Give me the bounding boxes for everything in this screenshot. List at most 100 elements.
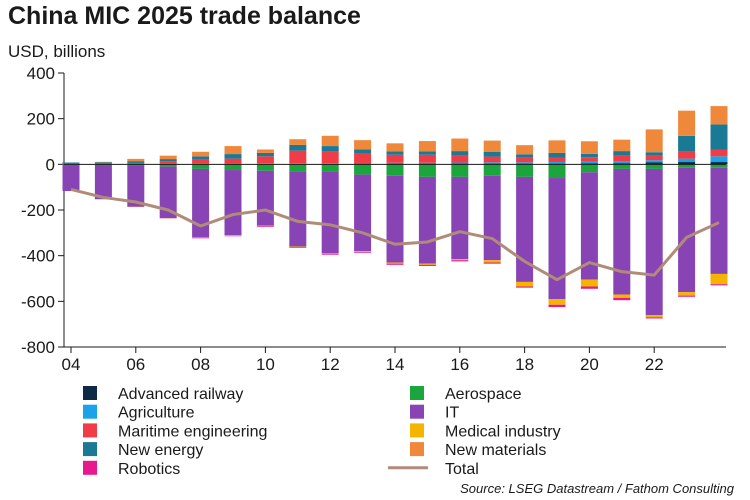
- bar-segment: [580, 161, 598, 164]
- bar-segment: [321, 164, 339, 172]
- legend-swatch: [83, 423, 97, 438]
- bar-segment: [710, 162, 728, 165]
- bar-segment: [354, 140, 372, 150]
- bar-segment: [224, 235, 242, 236]
- bar-segment: [516, 286, 534, 288]
- legend-swatch: [83, 442, 97, 457]
- bar-segment: [483, 156, 501, 163]
- bar-segment: [710, 167, 728, 274]
- bar-segment: [159, 164, 177, 167]
- bar-segment: [256, 170, 274, 226]
- bar-segment: [645, 152, 663, 156]
- bar-segment: [516, 176, 534, 282]
- bar-segment: [192, 168, 210, 238]
- bar-segment: [548, 304, 566, 308]
- bar-segment: [418, 162, 436, 164]
- bar-segment: [710, 124, 728, 150]
- y-tick-label: 0: [46, 155, 55, 174]
- bar-segment: [62, 162, 80, 164]
- legend-label: Advanced railway: [118, 386, 243, 403]
- bar-segment: [483, 175, 501, 261]
- legend-label: New energy: [118, 442, 203, 459]
- bar-segment: [386, 154, 404, 163]
- legend-swatch: [410, 386, 424, 400]
- bar-segment: [483, 262, 501, 264]
- legend-swatch: [83, 404, 97, 419]
- bar-segment: [94, 165, 112, 200]
- bar-segment: [256, 164, 274, 171]
- bar-segment: [159, 159, 177, 162]
- bar-segment: [451, 260, 469, 262]
- bar-segment: [386, 164, 404, 176]
- bar-segment: [516, 145, 534, 155]
- bar-segment: [127, 164, 145, 166]
- bar-segment: [321, 163, 339, 164]
- bar-segment: [224, 170, 242, 236]
- bar-segment: [613, 297, 631, 301]
- bar-segment: [678, 164, 696, 168]
- x-tick-label: 06: [126, 355, 145, 374]
- bar-segment: [451, 138, 469, 152]
- bar-segment: [451, 164, 469, 177]
- bar-segment: [678, 110, 696, 136]
- bar-segment: [613, 294, 631, 298]
- bar-segment: [516, 164, 534, 177]
- bar-segment: [710, 273, 728, 285]
- bar-segment: [645, 162, 663, 165]
- bar-segment: [710, 156, 728, 163]
- bar-segment: [321, 253, 339, 255]
- bar-segment: [418, 263, 436, 265]
- bar-segment: [548, 164, 566, 179]
- bar-segment: [159, 155, 177, 160]
- bar-segment: [613, 155, 631, 162]
- x-tick-label: 14: [386, 355, 405, 374]
- chart-title: China MIC 2025 trade balance: [8, 2, 361, 30]
- bar-segment: [483, 140, 501, 153]
- bar-segment: [613, 139, 631, 152]
- x-tick-label: 20: [580, 355, 599, 374]
- legend-swatch: [83, 386, 97, 400]
- bar-segment: [224, 146, 242, 155]
- bar-segment: [678, 158, 696, 163]
- bar-segment: [354, 153, 372, 163]
- bar-segment: [256, 149, 274, 153]
- bar-segment: [321, 135, 339, 147]
- bar-segment: [289, 246, 307, 248]
- x-tick-label: 12: [321, 355, 340, 374]
- bar-segment: [386, 262, 404, 264]
- bar-segment: [321, 146, 339, 152]
- bar-segment: [580, 153, 598, 158]
- bar-segment: [645, 168, 663, 316]
- bar-segment: [224, 158, 242, 164]
- legend-swatch: [83, 460, 97, 475]
- bar-segment: [613, 161, 631, 164]
- bar-segment: [386, 143, 404, 152]
- legend-label: Total: [445, 461, 479, 478]
- bar-segment: [127, 161, 145, 163]
- bar-segment: [256, 225, 274, 227]
- bar-segment: [354, 174, 372, 252]
- bar-segment: [710, 149, 728, 157]
- bar-segment: [289, 144, 307, 151]
- bar-segment: [645, 129, 663, 153]
- bar-segment: [418, 141, 436, 152]
- bar-segment: [418, 154, 436, 163]
- y-tick-label: 200: [27, 110, 55, 129]
- bar-segment: [678, 292, 696, 296]
- x-tick-label: 16: [450, 355, 469, 374]
- bar-segment: [354, 162, 372, 164]
- bar-segment: [613, 151, 631, 156]
- bar-segment: [321, 151, 339, 164]
- bar-segment: [224, 164, 242, 171]
- bar-segment: [256, 156, 274, 164]
- legend-swatch: [410, 442, 424, 457]
- legend-label: IT: [445, 405, 459, 422]
- bar-segment: [127, 162, 145, 164]
- bar-segment: [256, 152, 274, 157]
- bar-segment: [62, 164, 80, 192]
- y-tick-label: 400: [27, 64, 55, 83]
- bar-segment: [192, 156, 210, 160]
- bar-segment: [192, 159, 210, 164]
- bar-segment: [451, 155, 469, 163]
- bar-segment: [321, 254, 339, 255]
